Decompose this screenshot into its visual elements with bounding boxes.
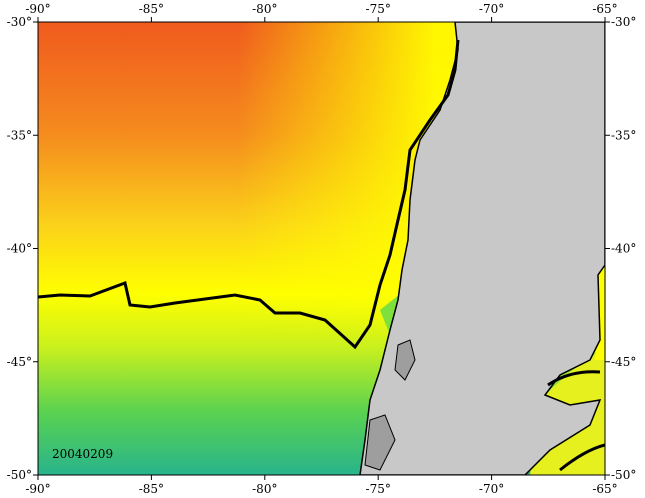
y-tick-label: -45° <box>7 355 32 369</box>
y-tick-label: -45° <box>611 355 636 369</box>
y-tick-label: -35° <box>7 128 32 142</box>
y-tick-label: -35° <box>611 128 636 142</box>
date-label: 20040209 <box>52 447 113 461</box>
y-tick-label: -30° <box>611 15 636 29</box>
sst-field <box>38 22 605 475</box>
x-tick-label: -75° <box>366 2 391 16</box>
y-tick-label: -30° <box>7 15 32 29</box>
x-tick-label: -85° <box>139 2 164 16</box>
x-tick-label: -90° <box>25 482 50 496</box>
x-tick-label: -80° <box>252 482 277 496</box>
x-tick-label: -65° <box>592 2 617 16</box>
x-tick-label: -80° <box>252 2 277 16</box>
x-tick-label: -65° <box>592 482 617 496</box>
x-tick-label: -75° <box>366 482 391 496</box>
x-tick-label: -90° <box>25 2 50 16</box>
y-tick-label: -50° <box>611 468 636 482</box>
y-tick-label: -50° <box>7 468 32 482</box>
x-tick-label: -70° <box>479 482 504 496</box>
x-tick-label: -70° <box>479 2 504 16</box>
y-tick-label: -40° <box>611 242 636 256</box>
x-tick-label: -85° <box>139 482 164 496</box>
y-tick-label: -40° <box>7 242 32 256</box>
